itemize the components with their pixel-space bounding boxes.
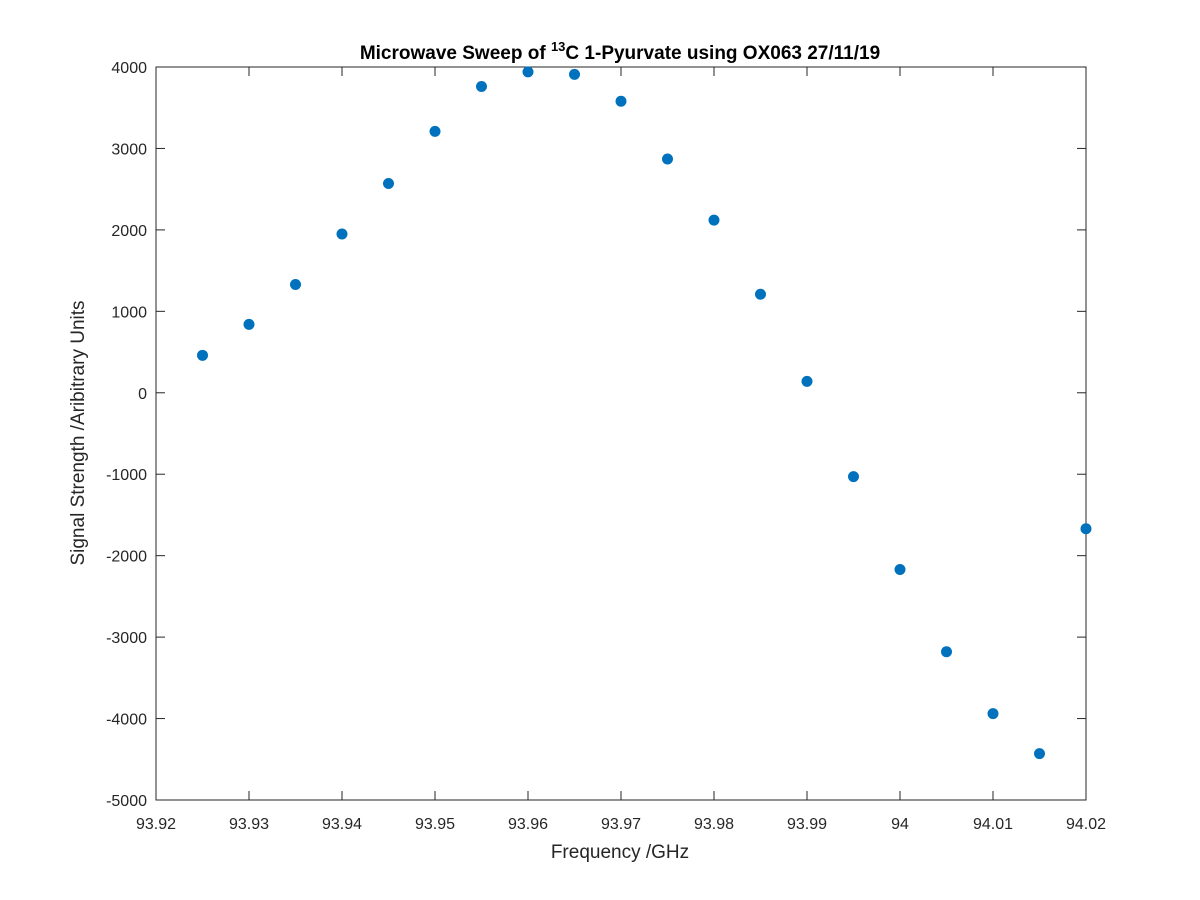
x-tick-label: 93.98 <box>694 816 734 833</box>
data-point <box>290 278 301 290</box>
chart-title: Microwave Sweep of 13C 1-Pyurvate using … <box>360 39 880 64</box>
x-tick-label: 94.01 <box>973 816 1013 833</box>
data-point <box>1080 523 1092 535</box>
x-tick-label: 93.97 <box>601 816 641 833</box>
chart-title-superscript: 13 <box>551 39 565 54</box>
data-point <box>848 471 859 483</box>
plot-box <box>155 66 1087 801</box>
data-point <box>1034 748 1045 760</box>
y-tick-label: 3000 <box>111 141 147 158</box>
y-axis-label: Signal Strength /Aribitrary Units <box>68 300 89 565</box>
x-tick-label: 94.02 <box>1066 816 1106 833</box>
data-point <box>569 68 580 80</box>
chart-title-prefix: Microwave Sweep of <box>360 43 551 64</box>
y-tick-label: -3000 <box>106 630 147 647</box>
x-tick-label: 93.96 <box>508 816 548 833</box>
x-tick-label: 93.99 <box>787 816 827 833</box>
y-tick-label: 1000 <box>111 304 147 321</box>
data-point <box>894 564 906 576</box>
x-tick-label: 93.92 <box>136 816 176 833</box>
data-point <box>383 177 394 189</box>
y-tick-label: -2000 <box>106 549 147 566</box>
data-point <box>941 646 952 658</box>
data-point <box>336 228 348 240</box>
y-tick-label: -5000 <box>106 793 147 810</box>
y-tick-label: 2000 <box>111 223 147 240</box>
y-tick-label: -4000 <box>106 712 147 729</box>
y-tick-label: 4000 <box>111 60 147 77</box>
x-tick-label: 93.95 <box>415 816 455 833</box>
data-point <box>476 81 487 93</box>
chart-title-suffix: C 1-Pyurvate using OX063 27/11/19 <box>565 43 880 64</box>
data-point <box>429 125 441 137</box>
y-tick-label: 0 <box>138 386 147 403</box>
data-point <box>522 66 534 78</box>
data-point <box>662 153 673 165</box>
x-tick-label: 93.93 <box>229 816 269 833</box>
data-point <box>755 288 766 300</box>
x-tick-label: 93.94 <box>322 816 362 833</box>
data-point <box>197 349 208 361</box>
data-point <box>801 375 813 387</box>
x-tick-label: 94 <box>891 816 909 833</box>
data-markers <box>197 66 1092 760</box>
data-point <box>243 318 255 330</box>
data-point <box>987 708 999 720</box>
x-axis-label: Frequency /GHz <box>551 842 689 863</box>
data-point <box>615 95 627 107</box>
plot-axes <box>155 66 1087 801</box>
data-point <box>708 214 720 226</box>
tick-labels: 93.92 93.93 93.94 93.95 93.96 93.97 93.98 93.99… <box>106 60 1106 833</box>
y-tick-label: -1000 <box>106 467 147 484</box>
